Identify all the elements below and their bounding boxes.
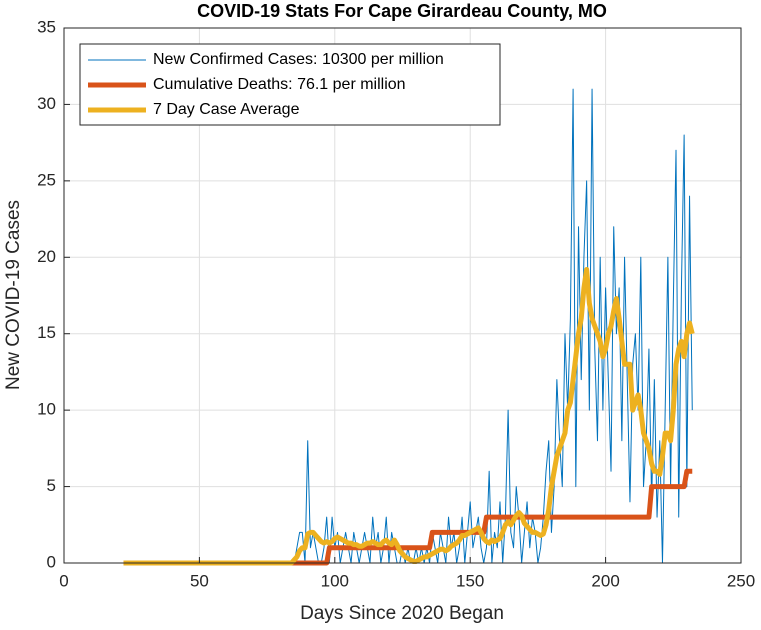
x-tick-label: 50 (190, 571, 209, 590)
x-tick-label: 250 (727, 571, 755, 590)
axes-box (63, 27, 742, 564)
chart-title: COVID-19 Stats For Cape Girardeau County… (197, 1, 607, 21)
x-axis-label: Days Since 2020 Began (300, 603, 504, 624)
y-tick-label: 25 (37, 170, 56, 189)
y-tick-label: 30 (37, 94, 56, 113)
y-tick-label: 35 (37, 17, 56, 36)
y-axis-label: New COVID-19 Cases (3, 200, 24, 390)
legend: New Confirmed Cases: 10300 per million Cu… (79, 43, 501, 126)
y-tick-label: 5 (47, 476, 56, 495)
x-tick-label: 100 (321, 571, 349, 590)
y-tick-label: 20 (37, 247, 56, 266)
y-tick-label: 10 (37, 400, 56, 419)
legend-box (79, 43, 501, 126)
x-tick-label: 200 (591, 571, 619, 590)
x-tick-label: 150 (456, 571, 484, 590)
legend-label: Cumulative Deaths: 76.1 per million (153, 76, 406, 93)
x-tick-label: 0 (59, 571, 68, 590)
legend-label: New Confirmed Cases: 10300 per million (153, 51, 444, 68)
y-tick-label: 15 (37, 323, 56, 342)
y-tick-label: 0 (47, 552, 56, 571)
legend-label: 7 Day Case Average (153, 101, 300, 118)
